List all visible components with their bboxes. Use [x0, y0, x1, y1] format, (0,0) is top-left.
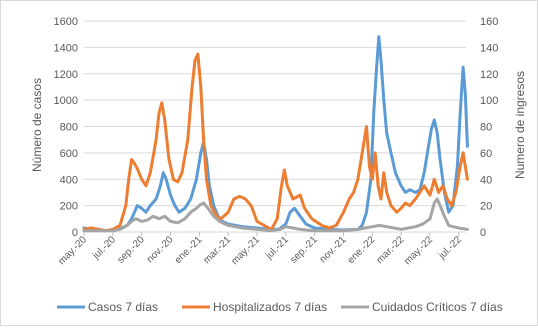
legend-label-cuidados-criticos: Cuidados Críticos 7 días [372, 300, 503, 314]
legend-item-cuidados-criticos: Cuidados Críticos 7 días [341, 300, 503, 314]
y-right-tick-label: 20 [480, 201, 492, 213]
y-left-tick-label: 1200 [54, 69, 78, 81]
gridlines [84, 20, 466, 233]
x-tick-label: may.-21 [229, 234, 262, 267]
x-tick-label: ene.-21 [173, 234, 205, 266]
x-tick-label: nov.-21 [318, 234, 349, 265]
legend-item-hospitalizados: Hospitalizados 7 días [182, 300, 327, 314]
y-left-tick-label: 1000 [54, 95, 78, 107]
legend: Casos 7 días Hospitalizados 7 días Cuida… [57, 300, 503, 314]
x-tick-label: mar.-22 [374, 234, 406, 266]
y-right-tick-label: 160 [480, 16, 498, 28]
y-left-tick-label: 0 [72, 227, 78, 239]
y-right-tick-label: 60 [480, 148, 492, 160]
x-tick-label: jul.-22 [436, 234, 464, 262]
line-chart: 0 200 400 600 800 1000 1200 1400 1600 0 20 40 60 80 10… [30, 16, 527, 314]
y-left-tick-label: 1400 [54, 42, 78, 54]
y-left-tick-label: 400 [60, 174, 78, 186]
y-axis-left-label: Número de casos [30, 78, 44, 172]
y-right-tick-label: 140 [480, 42, 498, 54]
legend-label-hospitalizados: Hospitalizados 7 días [213, 300, 327, 314]
legend-item-casos: Casos 7 días [57, 300, 158, 314]
y-left-tick-label: 600 [60, 148, 78, 160]
y-right-tick-label: 80 [480, 122, 492, 134]
x-tick-label: may.-20 [56, 234, 89, 267]
series-hospitalizados-line [82, 52, 469, 233]
y-right-tick-label: 0 [480, 227, 486, 239]
y-left-tick-label: 1600 [54, 16, 78, 28]
x-tick-label: may.-22 [402, 234, 435, 267]
y-right-tick-label: 40 [480, 174, 492, 186]
x-tick-label: nov.-20 [145, 234, 176, 265]
series-cuidados-criticos-line [82, 197, 469, 233]
y-right-tick-label: 120 [480, 69, 498, 81]
x-tick-label: ene.-22 [346, 234, 378, 266]
x-tick-label: mar.-21 [202, 234, 234, 266]
series-layer [82, 35, 469, 233]
x-tick-label: jul.-20 [90, 234, 118, 262]
x-tick-label: jul.-21 [263, 234, 291, 262]
x-tick-label: sep.-20 [115, 234, 147, 266]
legend-label-casos: Casos 7 días [88, 300, 158, 314]
series-casos-line [82, 35, 469, 233]
y-left-tick-label: 800 [60, 122, 78, 134]
y-right-tick-label: 100 [480, 95, 498, 107]
x-tick-label: sep.-21 [288, 234, 320, 266]
y-left-tick-label: 200 [60, 201, 78, 213]
y-axis-right-label: Numero de ingresos [513, 71, 527, 179]
